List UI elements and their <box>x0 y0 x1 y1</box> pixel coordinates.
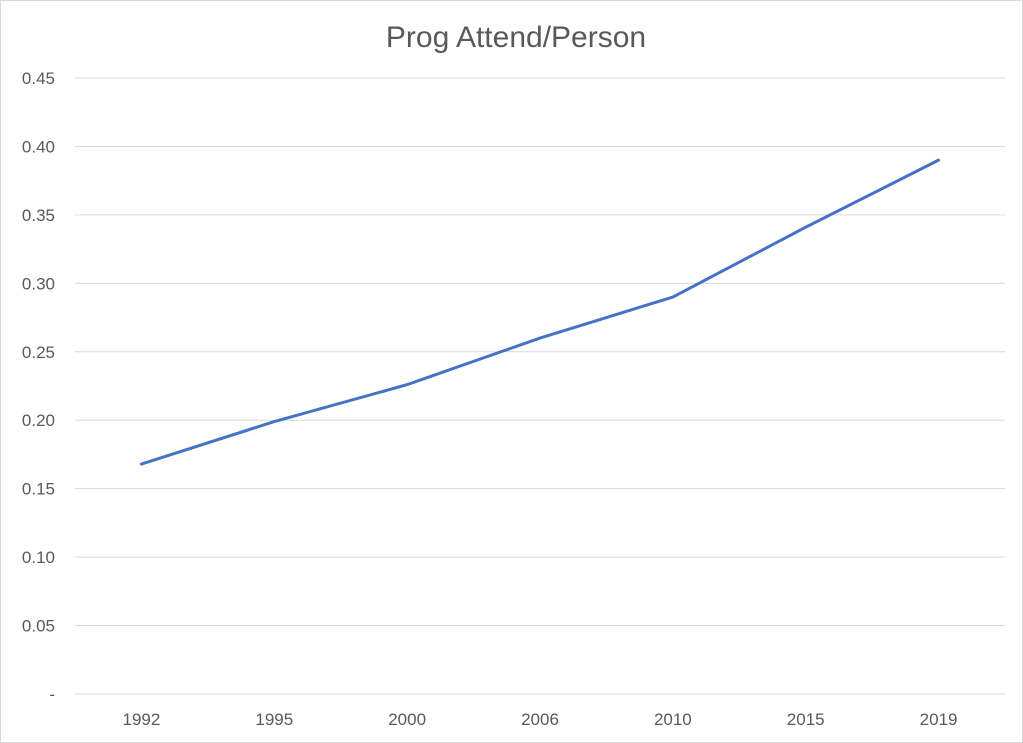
y-tick-label: 0.15 <box>22 480 55 499</box>
x-axis-tick-labels: 1992 1995 2000 2006 2010 2015 2019 <box>123 710 958 729</box>
gridlines <box>75 77 1005 695</box>
y-tick-label: 0.25 <box>22 343 55 362</box>
series-line <box>139 158 941 466</box>
x-tick-label: 2000 <box>388 710 426 729</box>
y-axis-tick-labels: - 0.05 0.10 0.15 0.20 0.25 0.30 0.35 0.40 0.45 <box>22 69 55 704</box>
x-tick-label: 2015 <box>787 710 825 729</box>
y-tick-label: - <box>49 685 55 704</box>
y-tick-label: 0.10 <box>22 548 55 567</box>
y-tick-label: 0.05 <box>22 617 55 636</box>
y-tick-label: 0.35 <box>22 206 55 225</box>
x-tick-label: 2006 <box>521 710 559 729</box>
x-tick-label: 2019 <box>920 710 958 729</box>
y-tick-label: 0.20 <box>22 411 55 430</box>
chart-title: Prog Attend/Person <box>386 21 646 54</box>
x-tick-label: 1995 <box>255 710 293 729</box>
y-tick-label: 0.45 <box>22 69 55 88</box>
series-layer <box>139 158 941 466</box>
y-tick-label: 0.30 <box>22 274 55 293</box>
y-tick-label: 0.40 <box>22 137 55 156</box>
x-tick-label: 1992 <box>123 710 161 729</box>
x-tick-label: 2010 <box>654 710 692 729</box>
